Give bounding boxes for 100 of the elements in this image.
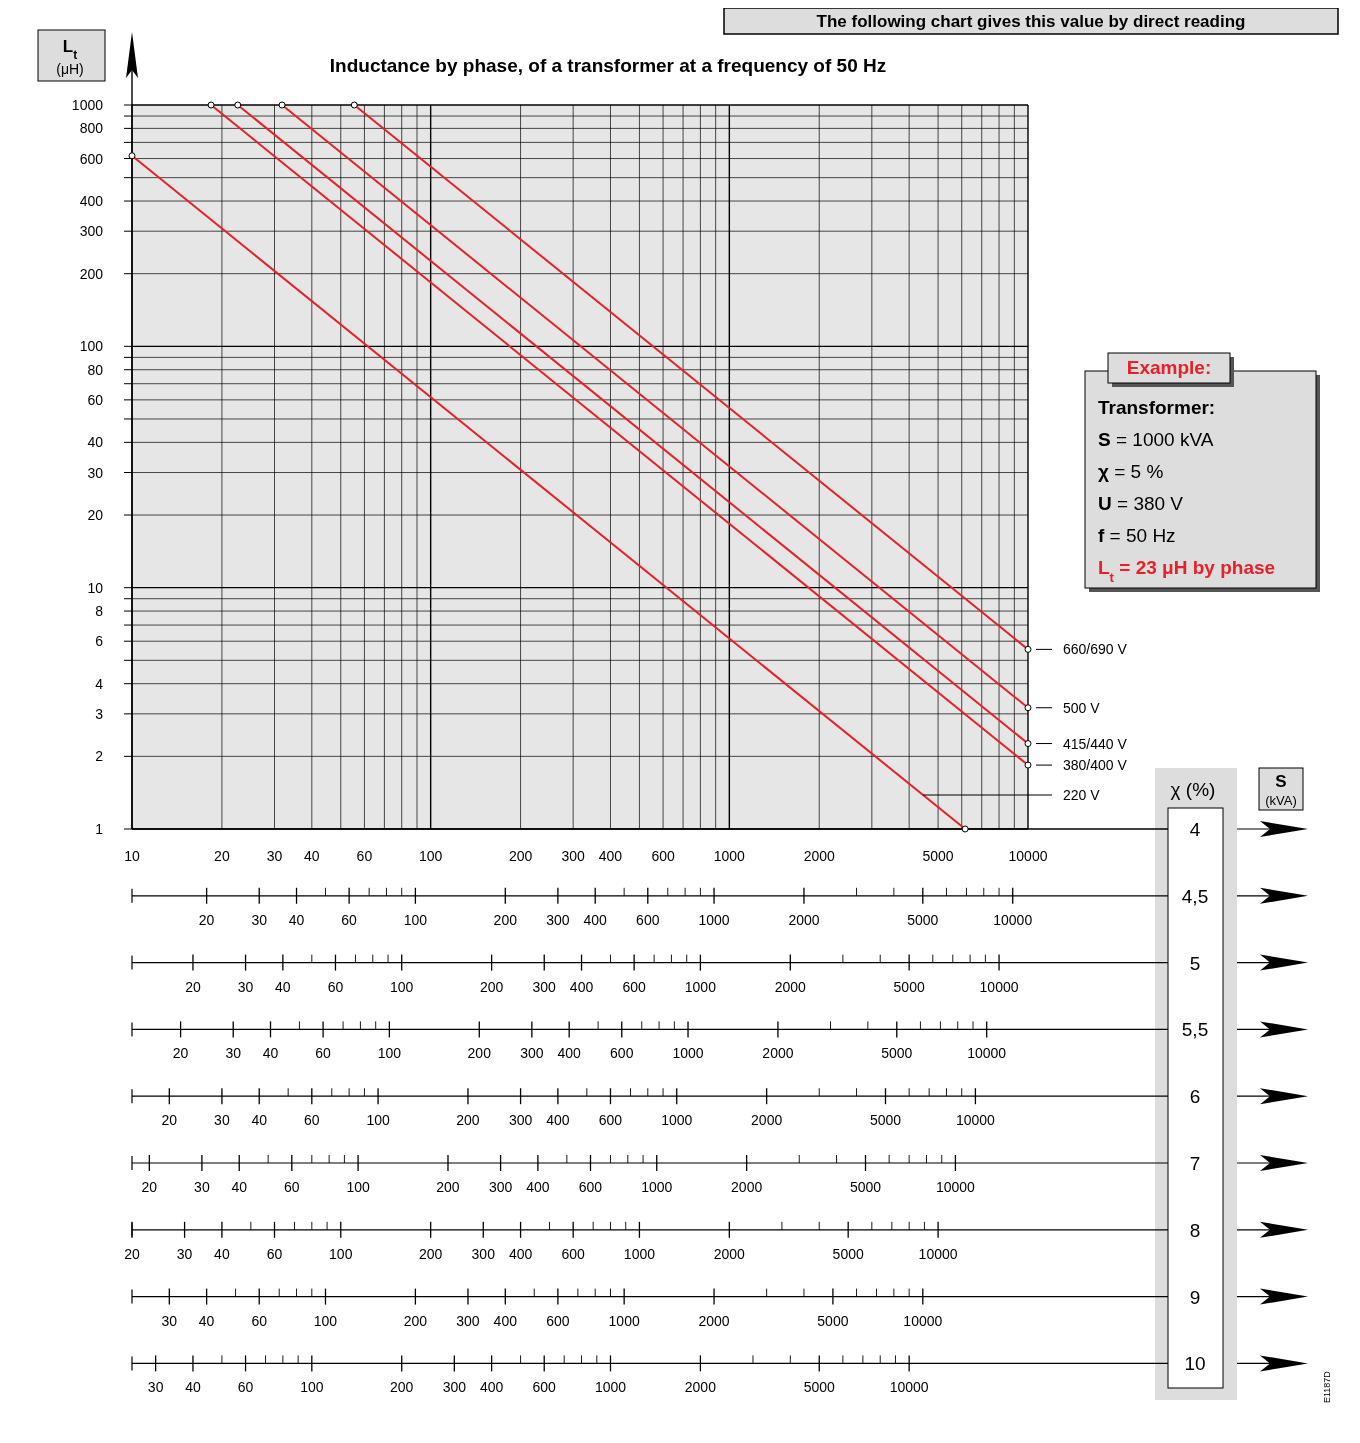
- text: χ (%): [1170, 779, 1216, 800]
- text: 100: [346, 1179, 370, 1195]
- y-tick-label: 2: [95, 748, 104, 765]
- text: 40: [288, 911, 305, 928]
- text: 2000: [713, 1245, 746, 1262]
- y-tick-label: 20: [87, 507, 104, 524]
- text: E1187D: [1322, 1370, 1332, 1403]
- text: 30: [214, 1112, 230, 1129]
- text: 600: [636, 911, 660, 928]
- text: 300: [471, 1245, 496, 1262]
- text: 600: [610, 1045, 634, 1062]
- text: 60: [341, 911, 358, 928]
- y-tick-label: 60: [87, 391, 104, 408]
- text: 9: [1189, 1286, 1201, 1308]
- text: 10000: [918, 1245, 958, 1262]
- x-tick-label: 1000: [713, 848, 746, 864]
- text: 100: [366, 1112, 390, 1129]
- text: 2000: [788, 911, 820, 928]
- text: 200: [436, 1179, 460, 1195]
- text: 100: [313, 1312, 338, 1329]
- text: 400: [557, 1045, 582, 1062]
- text: 300: [456, 1312, 480, 1329]
- x-tick-label: 400: [598, 848, 623, 864]
- y-tick-label: 8: [95, 603, 104, 620]
- y-tick-label: 100: [79, 338, 104, 355]
- text: 200: [403, 1312, 428, 1329]
- x-tick-label: 300: [561, 848, 586, 864]
- text: 2000: [684, 1379, 717, 1396]
- text: 400: [546, 1112, 570, 1129]
- text: χ = 5 %: [1098, 461, 1164, 482]
- text: 5000: [881, 1045, 913, 1062]
- text: 1000: [608, 1312, 640, 1329]
- text: U = 380 V: [1098, 493, 1184, 514]
- y-tick-label: 1000: [71, 97, 104, 113]
- text: 10000: [979, 978, 1019, 995]
- text: 20: [161, 1112, 178, 1129]
- text: Example:: [1126, 357, 1212, 378]
- text: 2000: [774, 978, 807, 995]
- text: 600: [622, 978, 647, 995]
- text: 20: [124, 1245, 140, 1262]
- text: 100: [390, 978, 414, 995]
- x-tick-label: 100: [418, 848, 443, 864]
- text: 40: [262, 1045, 279, 1062]
- text: 5000: [803, 1379, 836, 1396]
- x-tick-label: 60: [356, 848, 373, 864]
- text: 60: [251, 1312, 268, 1329]
- text: 600: [578, 1179, 603, 1195]
- text: 5000: [817, 1312, 849, 1329]
- text: 2000: [698, 1312, 730, 1329]
- text: 10000: [993, 911, 1033, 928]
- text: 30: [194, 1179, 210, 1195]
- x-tick-label: 2000: [803, 848, 836, 864]
- text: 40: [251, 1112, 268, 1129]
- text: 2000: [751, 1112, 783, 1129]
- y-tick-label: 200: [79, 265, 104, 282]
- legend-label: 660/690 V: [1063, 641, 1128, 658]
- x-tick-label: 10000: [1008, 848, 1048, 864]
- text: 1000: [641, 1179, 673, 1195]
- text: 40: [185, 1379, 201, 1396]
- text: 100: [329, 1245, 353, 1262]
- y-tick-label: 80: [87, 361, 104, 378]
- y-tick-label: 3: [95, 705, 104, 722]
- text: 300: [532, 978, 557, 995]
- text: 60: [315, 1045, 332, 1062]
- text: 400: [479, 1379, 504, 1396]
- text: 60: [284, 1179, 300, 1195]
- text: 8: [1189, 1219, 1201, 1241]
- y-tick-label: 400: [79, 193, 104, 210]
- text: 30: [225, 1045, 242, 1062]
- text: 10: [1184, 1353, 1206, 1375]
- text: 5000: [907, 911, 939, 928]
- text: 600: [546, 1312, 570, 1329]
- text: 30: [147, 1379, 164, 1396]
- legend-label: 500 V: [1063, 699, 1101, 716]
- x-tick-label: 600: [651, 848, 675, 864]
- text: 5: [1189, 952, 1201, 974]
- y-tick-label: 600: [79, 150, 104, 167]
- text: 4,5: [1181, 885, 1209, 907]
- text: 7: [1189, 1153, 1201, 1174]
- text: 600: [561, 1245, 586, 1262]
- text: 400: [493, 1312, 518, 1329]
- text: 100: [377, 1045, 402, 1062]
- text: L$_{t}$ = 23 μH by phase: [1098, 557, 1276, 585]
- y-axis-title: L$_{t}$ (μH): [56, 37, 84, 77]
- text: S (kVA): [1265, 772, 1297, 808]
- y-tick-label: 10: [87, 579, 104, 596]
- text: 40: [275, 978, 291, 995]
- text: 1000: [672, 1045, 704, 1062]
- y-tick-label: 800: [79, 120, 104, 137]
- text: 300: [546, 911, 570, 928]
- text: 40: [231, 1179, 248, 1195]
- chart-title: Inductance by phase, of a transformer at a frequency of 50 Hz: [329, 55, 887, 76]
- text: 10000: [889, 1379, 929, 1396]
- text: 4: [1189, 819, 1201, 840]
- text: 400: [569, 978, 594, 995]
- text: 300: [442, 1379, 467, 1396]
- text: 20: [198, 911, 215, 928]
- text: 400: [583, 911, 608, 928]
- text: 5000: [893, 978, 925, 995]
- text: Transformer:: [1098, 397, 1216, 418]
